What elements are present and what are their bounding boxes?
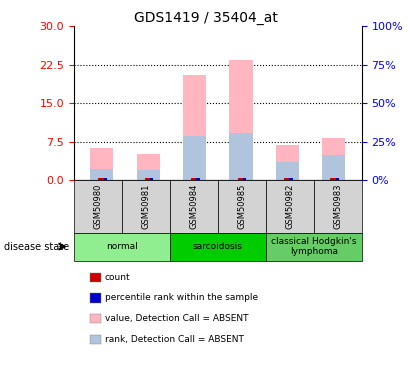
Bar xyxy=(276,145,299,180)
Text: normal: normal xyxy=(106,242,138,251)
Bar xyxy=(335,178,339,180)
Bar xyxy=(229,133,253,180)
Bar xyxy=(238,178,245,180)
Text: sarcoidosis: sarcoidosis xyxy=(193,242,243,251)
Bar xyxy=(145,178,152,180)
Bar xyxy=(191,178,198,180)
Bar xyxy=(330,178,337,180)
Text: percentile rank within the sample: percentile rank within the sample xyxy=(105,293,258,302)
Text: value, Detection Call = ABSENT: value, Detection Call = ABSENT xyxy=(105,314,248,323)
Bar xyxy=(90,148,113,180)
Text: GSM50980: GSM50980 xyxy=(93,184,102,229)
Bar xyxy=(150,178,153,180)
Text: GSM50982: GSM50982 xyxy=(285,184,294,229)
Text: GSM50984: GSM50984 xyxy=(189,184,199,229)
Bar xyxy=(243,178,246,180)
Bar xyxy=(104,178,107,180)
Text: GSM50985: GSM50985 xyxy=(237,184,246,229)
Bar xyxy=(90,169,113,180)
Text: GDS1419 / 35404_at: GDS1419 / 35404_at xyxy=(134,11,277,25)
Bar xyxy=(183,136,206,180)
Bar xyxy=(136,154,160,180)
Text: GSM50981: GSM50981 xyxy=(141,184,150,229)
Text: disease state: disease state xyxy=(4,242,69,252)
Text: classical Hodgkin's
lymphoma: classical Hodgkin's lymphoma xyxy=(271,237,356,256)
Bar xyxy=(98,178,105,180)
Bar xyxy=(136,170,160,180)
Bar xyxy=(276,162,299,180)
Bar xyxy=(183,75,206,180)
Text: GSM50983: GSM50983 xyxy=(333,183,342,229)
Bar xyxy=(322,138,345,180)
Bar xyxy=(229,60,253,180)
Bar xyxy=(284,178,291,180)
Bar xyxy=(196,178,200,180)
Text: rank, Detection Call = ABSENT: rank, Detection Call = ABSENT xyxy=(105,334,244,344)
Bar xyxy=(289,178,293,180)
Text: count: count xyxy=(105,273,130,282)
Bar xyxy=(322,155,345,180)
